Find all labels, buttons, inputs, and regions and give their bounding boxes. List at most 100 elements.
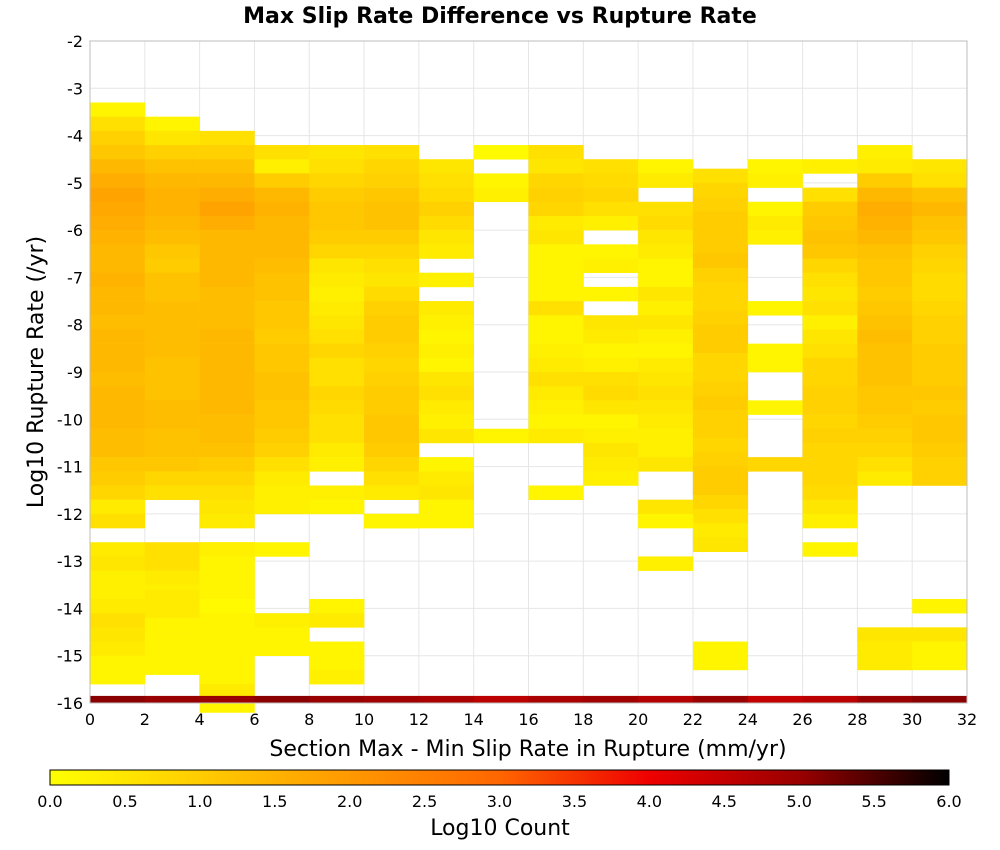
heatmap-cell — [583, 173, 639, 188]
heatmap-cell — [583, 286, 639, 302]
colorbar-tick-label: 5.5 — [861, 792, 886, 811]
heatmap-cell — [254, 286, 310, 302]
heatmap-cell — [309, 428, 365, 444]
y-tick-label: -10 — [57, 410, 83, 429]
heatmap-cell — [583, 215, 639, 231]
heatmap-cell — [857, 258, 913, 273]
heatmap-cell — [802, 272, 858, 288]
heatmap-cell — [364, 428, 420, 444]
heatmap-cell — [90, 116, 146, 132]
heatmap-cell — [309, 159, 365, 174]
y-tick-label: -12 — [57, 505, 83, 524]
heatmap-cell — [254, 357, 310, 373]
heatmap-cell — [912, 414, 968, 430]
heatmap-cell — [309, 386, 365, 401]
heatmap-cell — [309, 357, 365, 373]
heatmap-cell — [802, 457, 858, 472]
heatmap-cell — [857, 457, 913, 472]
heatmap-cell — [364, 301, 420, 316]
heatmap-cell — [309, 414, 365, 430]
x-tick-label: 14 — [464, 710, 484, 729]
heatmap-cell — [144, 315, 200, 330]
heatmap-extra-cell — [199, 556, 255, 571]
heatmap-cell — [364, 315, 420, 330]
y-tick-label: -15 — [57, 647, 83, 666]
heatmap-cell — [857, 301, 913, 316]
heatmap-cell — [583, 244, 639, 259]
colorbar-tick-label: 4.0 — [637, 792, 662, 811]
heatmap-cell — [747, 201, 803, 217]
heatmap-extra-cell — [692, 641, 749, 657]
heatmap-cell — [857, 159, 913, 174]
heatmap-extra-cell — [90, 570, 146, 586]
bottom-row-cell — [583, 695, 639, 703]
heatmap-cell — [199, 442, 255, 458]
x-axis-label: Section Max - Min Slip Rate in Rupture (… — [269, 737, 786, 762]
heatmap-cell — [912, 400, 968, 415]
heatmap-cell — [364, 272, 420, 288]
x-tick-label: 28 — [847, 710, 867, 729]
heatmap-cell — [638, 499, 694, 515]
chart-title: Max Slip Rate Difference vs Rupture Rate — [243, 4, 757, 29]
heatmap-cell — [747, 230, 803, 245]
heatmap-cell — [144, 244, 200, 259]
heatmap-cell — [309, 329, 365, 344]
heatmap-cell — [144, 400, 200, 415]
heatmap-cell — [144, 457, 200, 472]
heatmap-cell — [199, 343, 255, 359]
heatmap-cell — [692, 537, 749, 552]
heatmap-cell — [583, 357, 639, 373]
heatmap-cell — [802, 499, 858, 515]
heatmap-cell — [254, 272, 310, 288]
heatmap-cell — [254, 187, 310, 203]
heatmap-cell — [802, 230, 858, 245]
bottom-row-cell — [802, 695, 858, 703]
heatmap-cell — [912, 357, 968, 373]
heatmap-extra-cell — [857, 627, 913, 642]
y-tick-labels: -2 -3 -4 -5 -6 -7 -8 -9 -10 -11 -12 -13 -14 -15 -16 — [57, 32, 83, 713]
heatmap-cell — [144, 272, 200, 288]
y-tick-label: -4 — [67, 127, 83, 146]
bottom-row-cell — [144, 695, 200, 703]
heatmap-cell — [857, 329, 913, 344]
heatmap-cell — [692, 182, 749, 198]
heatmap-cell — [802, 471, 858, 486]
heatmap-cell — [528, 315, 584, 330]
y-tick-label: -5 — [67, 174, 83, 193]
heatmap-cell — [254, 485, 310, 500]
heatmap-cell — [857, 286, 913, 302]
heatmap-cell — [199, 145, 255, 160]
heatmap-cell — [857, 343, 913, 359]
heatmap-cell — [90, 230, 146, 245]
heatmap-extra-cell — [144, 660, 200, 675]
heatmap-cell — [692, 438, 749, 453]
heatmap-cell — [199, 386, 255, 401]
heatmap-cell — [692, 409, 749, 425]
colorbar-tick-label: 2.0 — [337, 792, 362, 811]
heatmap-cell — [144, 556, 200, 571]
heatmap-cell — [254, 258, 310, 273]
heatmap-cell — [583, 329, 639, 344]
heatmap-cell — [912, 471, 968, 486]
heatmap-cell — [199, 315, 255, 330]
heatmap-cell — [364, 343, 420, 359]
heatmap-cell — [528, 215, 584, 231]
heatmap-cell — [473, 145, 529, 160]
heatmap-cell — [692, 338, 749, 354]
heatmap-extra-cell — [912, 627, 968, 642]
heatmap-cell — [638, 272, 694, 288]
heatmap-extra-cell — [199, 684, 255, 699]
heatmap-cell — [364, 414, 420, 430]
heatmap-cell — [199, 400, 255, 415]
heatmap-cell — [418, 428, 474, 444]
heatmap-extra-cell — [638, 513, 694, 529]
x-tick-label: 20 — [628, 710, 648, 729]
y-tick-label: -13 — [57, 552, 83, 571]
colorbar-tick-label: 1.0 — [187, 792, 212, 811]
heatmap-cell — [857, 187, 913, 203]
heatmap-cell — [199, 272, 255, 288]
heatmap-cell — [638, 215, 694, 231]
heatmap-cell — [254, 414, 310, 430]
heatmap-cell — [912, 187, 968, 203]
